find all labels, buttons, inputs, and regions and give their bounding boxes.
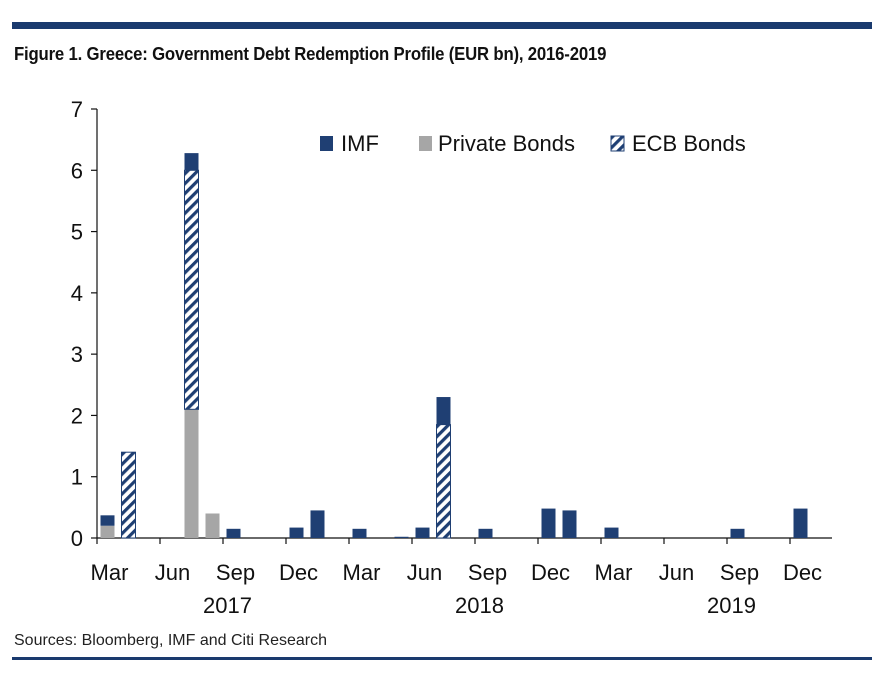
y-tick-label: 2 (71, 403, 83, 428)
legend-swatch-ecb (610, 135, 625, 152)
year-label: 2018 (455, 593, 504, 618)
legend-label-ecb: ECB Bonds (632, 131, 746, 156)
source-note: Sources: Bloomberg, IMF and Citi Researc… (14, 632, 328, 649)
bar-imf (289, 527, 304, 538)
bars-group (100, 153, 808, 539)
x-tick-label: Mar (343, 560, 381, 585)
bar-imf (793, 508, 808, 538)
y-tick-label: 4 (71, 281, 83, 306)
x-tick-label: Sep (720, 560, 759, 585)
legend: IMF Private Bonds ECB Bonds (320, 131, 746, 156)
y-tick-label: 3 (71, 342, 83, 367)
bar-imf (310, 510, 325, 538)
bar-private-bonds (100, 525, 115, 538)
x-tick-label: Mar (91, 560, 129, 585)
bar-ecb-bonds (121, 451, 136, 539)
x-tick-label: Jun (407, 560, 442, 585)
bar-imf (730, 528, 745, 538)
bar-private-bonds (184, 409, 199, 538)
y-tick-label: 0 (71, 526, 83, 551)
bar-imf (226, 528, 241, 538)
bar-ecb-bonds (436, 424, 451, 539)
bar-ecb-bonds (184, 169, 199, 410)
top-rule (12, 22, 872, 29)
y-tick-label: 7 (71, 97, 83, 122)
x-tick-label: Dec (279, 560, 318, 585)
year-label: 2017 (203, 593, 252, 618)
legend-swatch-private (419, 136, 432, 151)
year-label: 2019 (707, 593, 756, 618)
y-tick-label: 6 (71, 158, 83, 183)
x-tick-label: Jun (659, 560, 694, 585)
x-tick-label: Jun (155, 560, 190, 585)
x-tick-label: Mar (595, 560, 633, 585)
x-tick-label: Dec (531, 560, 570, 585)
bar-imf (562, 510, 577, 538)
bar-imf (184, 153, 199, 171)
chart-title: Figure 1. Greece: Government Debt Redemp… (14, 44, 607, 64)
bar-private-bonds (205, 513, 220, 538)
legend-label-imf: IMF (341, 131, 379, 156)
bar-imf (604, 527, 619, 538)
axis-group: 0 1 2 3 4 5 6 7 Mar Jun Sep Dec Mar Jun Sep Dec Mar Jun Se… (71, 97, 832, 618)
bar-imf (478, 528, 493, 538)
legend-swatch-imf (320, 136, 333, 151)
x-tick-label: Sep (468, 560, 507, 585)
y-tick-label: 1 (71, 465, 83, 490)
bar-imf (541, 508, 556, 538)
bar-imf (415, 527, 430, 538)
x-tick-label: Sep (216, 560, 255, 585)
legend-label-private: Private Bonds (438, 131, 575, 156)
bar-imf (100, 515, 115, 526)
y-tick-label: 5 (71, 220, 83, 245)
bar-imf (436, 397, 451, 425)
x-tick-label: Dec (783, 560, 822, 585)
bar-imf (394, 536, 409, 538)
bar-imf (352, 528, 367, 538)
bottom-rule (12, 657, 872, 660)
